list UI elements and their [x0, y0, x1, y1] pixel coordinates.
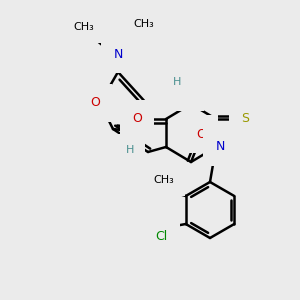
Text: H: H	[173, 77, 181, 87]
Text: N: N	[182, 85, 192, 98]
Text: N: N	[113, 47, 123, 61]
Text: Cl: Cl	[156, 230, 168, 242]
Text: S: S	[241, 112, 249, 125]
Text: CH₃: CH₃	[134, 19, 154, 29]
Text: CH₃: CH₃	[153, 175, 174, 185]
Text: O: O	[196, 128, 206, 140]
Text: H: H	[126, 145, 134, 155]
Text: CH₃: CH₃	[74, 22, 94, 32]
Text: N: N	[215, 140, 225, 154]
Text: O: O	[90, 97, 100, 110]
Text: O: O	[132, 112, 142, 125]
